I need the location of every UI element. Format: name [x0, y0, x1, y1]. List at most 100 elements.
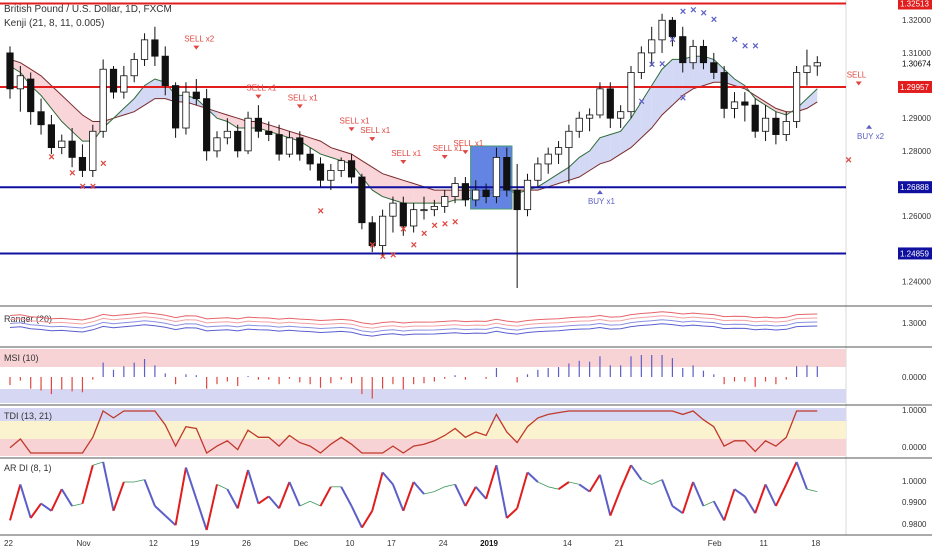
- ardi-segment: [247, 469, 260, 504]
- signal-label: SELL x1: [340, 116, 370, 125]
- x-marker: ×: [79, 181, 85, 193]
- ardi-segment: [588, 474, 601, 493]
- candle-body: [420, 209, 428, 212]
- x-marker: ×: [318, 205, 324, 217]
- signal-label: SELL: [847, 71, 867, 80]
- tdi-label: TDI (13, 21): [4, 411, 52, 421]
- time-tick-label: 24: [439, 539, 448, 548]
- ardi-segment: [309, 500, 321, 507]
- candle-body: [554, 147, 563, 155]
- kenji-cloud-segment: [134, 85, 145, 112]
- ardi-segment: [81, 464, 94, 504]
- candle-body: [803, 65, 811, 73]
- candle-body: [140, 39, 149, 60]
- ranger-band-line: [9, 315, 818, 329]
- x-marker: ×: [431, 220, 437, 232]
- ardi-segment: [712, 500, 726, 521]
- ardi-segment: [226, 488, 239, 509]
- signal-arrow: [855, 81, 862, 86]
- time-tick-label: Dec: [294, 539, 308, 548]
- signal-label: SELL x1: [360, 126, 390, 135]
- price-tick-label: 1.32000: [902, 16, 931, 25]
- kenji-cloud-segment: [403, 180, 414, 204]
- candle-body: [327, 170, 335, 181]
- ardi-segment: [350, 505, 363, 529]
- signal-label: BUY x2: [857, 132, 885, 141]
- ranger-band-line: [9, 319, 818, 333]
- kenji-cloud-segment: [765, 101, 776, 112]
- ardi-segment: [19, 484, 32, 519]
- ardi-segment: [381, 471, 394, 486]
- ardi-segment: [485, 464, 498, 500]
- signal-label: SELL x1: [288, 93, 318, 102]
- time-tick-label: 14: [563, 539, 572, 548]
- msi-lower-zone: [0, 389, 846, 403]
- kenji-cloud-segment: [599, 134, 611, 164]
- candle-body: [68, 140, 76, 158]
- ardi-segment: [164, 514, 177, 526]
- kenji-cloud-segment: [579, 150, 590, 178]
- price-tick-label: 1.28000: [902, 147, 931, 156]
- horizontal-level-tag: [898, 0, 932, 10]
- x-marker: ×: [400, 223, 406, 235]
- x-marker: ×: [369, 240, 375, 252]
- candle-body: [503, 157, 511, 191]
- tdi-upper-zone: [0, 408, 846, 421]
- time-tick-label: 18: [811, 539, 820, 548]
- ardi-segment: [703, 500, 714, 507]
- kenji-cloud-segment: [30, 69, 42, 96]
- kenji-cloud-segment: [424, 186, 435, 204]
- candle-body: [37, 111, 45, 126]
- horizontal-level-label: 1.29957: [900, 83, 929, 92]
- signal-label: SELL x1: [433, 144, 463, 153]
- ardi-segment: [392, 484, 405, 512]
- price-tick-label: 1.24000: [902, 278, 931, 287]
- ardi-segment: [40, 502, 52, 512]
- candle-body: [710, 62, 718, 73]
- candle-body: [16, 75, 24, 90]
- candle-body: [761, 117, 770, 132]
- candle-body: [151, 39, 159, 57]
- ardi-segment: [154, 505, 166, 517]
- kenji-cloud-segment: [755, 95, 766, 106]
- ardi-segment: [774, 483, 788, 507]
- kenji-cloud-segment: [351, 154, 362, 178]
- candle-body: [699, 45, 708, 64]
- time-tick-label: 12: [149, 539, 158, 548]
- candle-body: [482, 189, 490, 197]
- ardi-tick-label: 0.9800: [902, 520, 927, 529]
- kenji-cloud-segment: [72, 105, 83, 142]
- price-tick-label: 1.26000: [902, 212, 931, 221]
- ardi-segment: [92, 461, 104, 466]
- time-tick-label: 2019: [480, 539, 498, 548]
- time-tick-label: Nov: [76, 539, 90, 548]
- candle-body: [534, 163, 542, 181]
- ardi-segment: [185, 467, 198, 500]
- symbol-title: British Pound / U.S. Dollar, 1D, FXCM: [4, 4, 172, 15]
- msi-label: MSI (10): [4, 353, 39, 363]
- signal-label: SELL x2: [184, 35, 214, 44]
- candle-body: [254, 117, 262, 132]
- ardi-segment: [236, 469, 250, 509]
- x-marker: ×: [669, 34, 675, 46]
- tdi-mid-zone: [0, 421, 846, 439]
- candle-body: [606, 88, 614, 119]
- ardi-segment: [257, 495, 270, 505]
- candle-body: [637, 52, 645, 73]
- signal-arrow: [596, 190, 603, 195]
- ranger-band-line: [9, 323, 818, 337]
- x-marker: ×: [421, 228, 427, 240]
- kenji-cloud-segment: [413, 183, 424, 204]
- candle-body: [120, 75, 128, 93]
- kenji-cloud-segment: [589, 137, 600, 171]
- ardi-segment: [454, 483, 467, 507]
- candle-body: [772, 117, 780, 135]
- x-marker: ×: [90, 181, 96, 193]
- ardi-segment: [102, 461, 115, 512]
- signal-arrow: [296, 104, 303, 109]
- x-marker: ×: [390, 249, 396, 261]
- candle-body: [316, 163, 325, 181]
- x-marker: ×: [411, 240, 417, 252]
